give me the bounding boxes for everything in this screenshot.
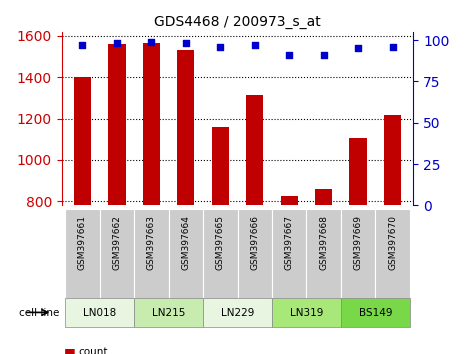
- Bar: [203, 209, 238, 299]
- Bar: [375, 209, 410, 299]
- Bar: [74, 77, 91, 354]
- Bar: [134, 298, 203, 327]
- Point: [182, 41, 190, 46]
- Bar: [108, 44, 125, 354]
- Text: LN215: LN215: [152, 308, 185, 318]
- Bar: [65, 298, 134, 327]
- Bar: [350, 138, 367, 354]
- Bar: [177, 50, 194, 354]
- Point: [354, 46, 362, 51]
- Bar: [384, 115, 401, 354]
- Point: [148, 39, 155, 45]
- Text: LN229: LN229: [221, 308, 254, 318]
- Text: GSM397661: GSM397661: [78, 215, 87, 270]
- Bar: [203, 298, 272, 327]
- Bar: [100, 209, 134, 299]
- Bar: [142, 43, 160, 354]
- Bar: [341, 298, 410, 327]
- Bar: [272, 209, 306, 299]
- Point: [251, 42, 258, 48]
- Point: [285, 52, 293, 58]
- Text: GSM397666: GSM397666: [250, 215, 259, 270]
- Bar: [246, 95, 263, 354]
- Point: [113, 41, 121, 46]
- Point: [320, 52, 327, 58]
- Title: GDS4468 / 200973_s_at: GDS4468 / 200973_s_at: [154, 16, 321, 29]
- Point: [389, 44, 396, 50]
- Bar: [134, 209, 169, 299]
- Text: GSM397668: GSM397668: [319, 215, 328, 270]
- Text: GSM397663: GSM397663: [147, 215, 156, 270]
- Text: BS149: BS149: [359, 308, 392, 318]
- Point: [217, 44, 224, 50]
- Bar: [238, 209, 272, 299]
- Text: GSM397662: GSM397662: [113, 215, 122, 270]
- Text: GSM397664: GSM397664: [181, 215, 190, 270]
- Bar: [212, 127, 229, 354]
- Bar: [65, 209, 100, 299]
- Bar: [169, 209, 203, 299]
- Bar: [272, 298, 341, 327]
- Text: LN319: LN319: [290, 308, 323, 318]
- Text: GSM397669: GSM397669: [353, 215, 362, 270]
- Text: LN018: LN018: [83, 308, 116, 318]
- Bar: [315, 189, 332, 354]
- Bar: [281, 196, 298, 354]
- Point: [79, 42, 86, 48]
- Text: cell line: cell line: [19, 308, 59, 318]
- Text: GSM397667: GSM397667: [285, 215, 294, 270]
- Text: ■: ■: [64, 346, 76, 354]
- Bar: [341, 209, 375, 299]
- Text: GSM397670: GSM397670: [388, 215, 397, 270]
- Bar: [306, 209, 341, 299]
- Text: GSM397665: GSM397665: [216, 215, 225, 270]
- Text: count: count: [78, 347, 108, 354]
